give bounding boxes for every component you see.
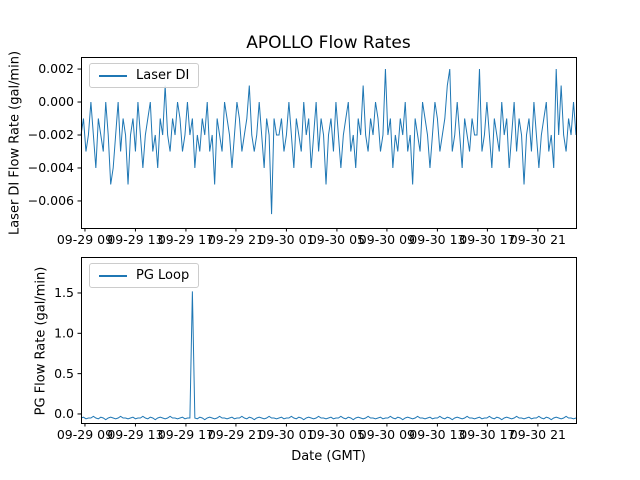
y-tick-label: −0.004 — [28, 160, 74, 175]
legend-label: PG Loop — [136, 268, 190, 283]
y-tick-label: 1.0 — [54, 326, 74, 341]
x-tick-label: 09-30 05 — [309, 427, 365, 442]
x-tick-label: 09-30 13 — [409, 427, 465, 442]
bottom-y-axis-label: PG Flow Rate (gal/min) — [33, 266, 49, 416]
x-axis-label: Date (GMT) — [291, 449, 366, 464]
legend-line-sample-icon — [99, 274, 127, 277]
x-tick-label: 09-30 21 — [510, 232, 566, 247]
x-tick-label: 09-30 13 — [409, 232, 465, 247]
x-tick-label: 09-29 09 — [57, 232, 113, 247]
legend-label: Laser DI — [136, 68, 190, 83]
x-tick-label: 09-30 17 — [459, 232, 515, 247]
laser-di-data-line — [80, 68, 577, 215]
legend-laser-di: Laser DI — [89, 63, 200, 88]
y-tick-label: 0.000 — [38, 94, 74, 109]
y-tick-label: −0.002 — [28, 127, 74, 142]
top-y-axis-label: Laser DI Flow Rate (gal/min) — [7, 50, 23, 236]
y-tick-label: 0.0 — [54, 406, 74, 421]
pg-loop-data-line — [80, 291, 577, 421]
legend-line-sample-icon — [99, 74, 127, 77]
legend-pg-loop: PG Loop — [89, 263, 200, 288]
x-tick-label: 09-29 13 — [107, 232, 163, 247]
x-tick-label: 09-30 17 — [459, 427, 515, 442]
x-tick-label: 09-29 17 — [158, 427, 214, 442]
x-tick-label: 09-30 05 — [309, 232, 365, 247]
y-tick-label: 0.002 — [38, 61, 74, 76]
x-tick-label: 09-30 21 — [510, 427, 566, 442]
x-tick-label: 09-29 13 — [107, 427, 163, 442]
x-tick-label: 09-30 01 — [258, 427, 314, 442]
pg-loop-axes-frame — [81, 257, 577, 424]
figure-title: APOLLO Flow Rates — [246, 33, 411, 53]
x-tick-label: 09-29 21 — [208, 232, 264, 247]
y-tick-label: 0.5 — [54, 366, 74, 381]
laser-di-axes-frame — [81, 57, 577, 229]
y-tick-label: −0.006 — [28, 193, 74, 208]
y-tick-label: 1.5 — [54, 285, 74, 300]
x-tick-label: 09-30 01 — [258, 232, 314, 247]
x-tick-label: 09-29 21 — [208, 427, 264, 442]
x-tick-label: 09-30 09 — [359, 232, 415, 247]
x-tick-label: 09-29 09 — [57, 427, 113, 442]
x-tick-label: 09-30 09 — [359, 427, 415, 442]
x-tick-label: 09-29 17 — [158, 232, 214, 247]
